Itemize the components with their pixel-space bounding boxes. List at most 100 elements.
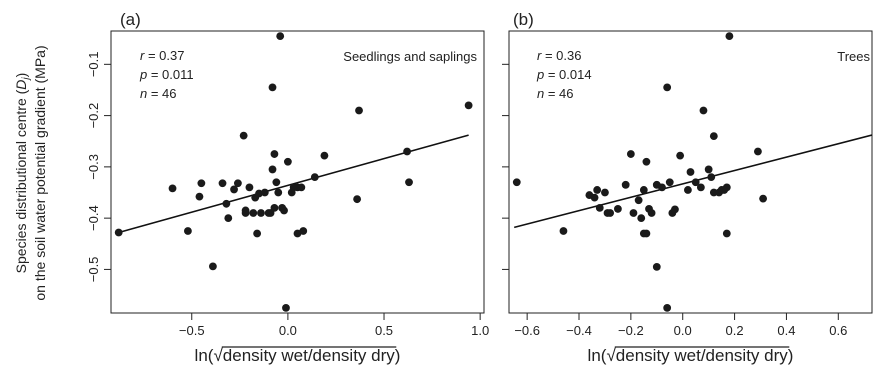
panel-a-y-tick-label: −0.4: [86, 205, 101, 231]
panel-a-point: [245, 183, 254, 192]
panel-b-label: (b): [513, 10, 534, 29]
panel-a-x-tick-label: 0.5: [375, 323, 393, 338]
panel-b-point: [637, 214, 646, 223]
panel-b-point: [614, 205, 622, 213]
panel-b-point: [722, 229, 731, 238]
panel-a-point: [283, 157, 292, 166]
panel-a-point: [184, 227, 192, 235]
panel-a-point: [249, 209, 258, 217]
panel-b-point: [754, 147, 762, 156]
panel-a-point: [114, 228, 123, 237]
panel-b-point: [642, 229, 651, 238]
panel-b-point: [704, 165, 713, 174]
panel-a-title: Seedlings and saplings: [343, 49, 477, 64]
panel-b: (b) Trees r = 0.36 p = 0.014 n = 46 −0.6 −0.4 −…: [502, 10, 873, 365]
panel-b-point: [691, 178, 700, 187]
y-axis-label-line2: on the soil water potential gradient (MP…: [32, 45, 48, 300]
panel-b-point: [663, 83, 672, 92]
panel-b-point: [663, 303, 672, 312]
panel-a-x-tick-label: 0.0: [279, 323, 297, 338]
panel-b-point: [665, 178, 674, 187]
panel-a-point: [195, 192, 204, 201]
panel-a-point: [197, 179, 206, 188]
panel-b-point: [606, 209, 615, 217]
panel-a-point: [310, 173, 319, 182]
panel-a-y-tick-label: −0.3: [86, 154, 101, 180]
panel-b-point: [671, 205, 679, 214]
panel-a-stat-n: n = 46: [140, 86, 177, 101]
panel-a-stat-p: p = 0.011: [139, 67, 194, 82]
panel-b-point: [676, 151, 685, 160]
panel-b-point: [559, 227, 568, 235]
panel-b-point: [658, 183, 666, 192]
panel-b-stat-n: n = 46: [537, 86, 574, 101]
panel-b-point: [593, 186, 602, 194]
panel-b-x-tick-label: 0.4: [777, 323, 795, 338]
panel-a-stat-r: r = 0.37: [140, 48, 184, 63]
panel-b-plot-frame: [508, 30, 873, 314]
panel-a-point: [320, 151, 329, 160]
panel-b-point: [699, 106, 708, 115]
panel-a-point: [239, 131, 248, 140]
panel-b-point: [512, 178, 521, 187]
panel-a-point: [464, 101, 473, 110]
panel-b-stat-r: r = 0.36: [537, 48, 581, 63]
panel-a-point: [268, 83, 277, 92]
panel-b-x-tick-label: −0.2: [618, 323, 644, 338]
panel-a-x-tick-label: 1.0: [471, 323, 489, 338]
panel-a-y-tick-label: −0.2: [86, 103, 101, 129]
panel-a-point: [282, 303, 290, 312]
y-axis-label: Species distributional centre (Dj): [13, 73, 32, 274]
panel-a-point: [280, 206, 288, 215]
panel-b-point: [707, 173, 716, 182]
panel-a-x-tick-label: −0.5: [179, 323, 205, 338]
panel-a-point: [272, 178, 281, 187]
panel-a-point: [241, 209, 250, 217]
panel-a-point: [274, 188, 283, 197]
panel-a-point: [233, 179, 242, 188]
panel-b-x-tick-label: 0.0: [674, 323, 692, 338]
panel-a-y-tick-label: −0.5: [86, 257, 101, 283]
panel-a-point: [276, 32, 285, 41]
panel-b-point: [634, 196, 643, 205]
panel-b-point: [601, 188, 609, 197]
panel-b-point: [639, 186, 648, 194]
panel-a-point: [299, 227, 308, 235]
panel-a-x-axis-label: ln(√density wet/density dry): [195, 346, 401, 365]
panel-b-title: Trees: [837, 49, 870, 64]
panel-b-point: [642, 157, 651, 166]
panel-a-point: [403, 147, 411, 156]
panel-b-point: [647, 209, 656, 217]
panel-a-point: [255, 189, 263, 198]
panel-b-point: [629, 209, 638, 217]
panel-a: (a) Seedlings and saplings r = 0.37 p = 0.0…: [86, 10, 489, 365]
panel-b-point: [696, 183, 705, 192]
panel-b-x-axis-label: ln(√density wet/density dry): [588, 346, 794, 365]
panel-b-x-tick-label: −0.6: [514, 323, 540, 338]
panel-b-stat-p: p = 0.014: [536, 67, 592, 82]
panel-b-point: [759, 194, 767, 203]
panel-b-x-tick-label: 0.6: [829, 323, 847, 338]
panel-a-point: [270, 150, 279, 158]
panel-b-point: [686, 168, 695, 176]
panel-b-point: [626, 150, 635, 158]
panel-a-point: [268, 165, 277, 174]
panel-a-point: [260, 188, 269, 197]
panel-a-point: [222, 199, 231, 208]
panel-a-point: [218, 179, 227, 188]
panel-a-point: [353, 195, 362, 204]
panel-b-point: [722, 183, 731, 192]
panel-a-point: [224, 214, 233, 223]
panel-b-point: [709, 132, 718, 141]
panel-a-point: [257, 209, 265, 217]
panel-b-point: [590, 193, 599, 202]
panel-a-point: [405, 178, 413, 187]
panel-b-point: [684, 186, 692, 194]
panel-a-point: [355, 106, 363, 115]
panel-a-point: [209, 262, 217, 271]
panel-a-point: [253, 229, 262, 238]
panel-b-x-tick-label: 0.2: [726, 323, 744, 338]
panel-b-point: [595, 203, 604, 212]
panel-b-point: [621, 180, 630, 189]
